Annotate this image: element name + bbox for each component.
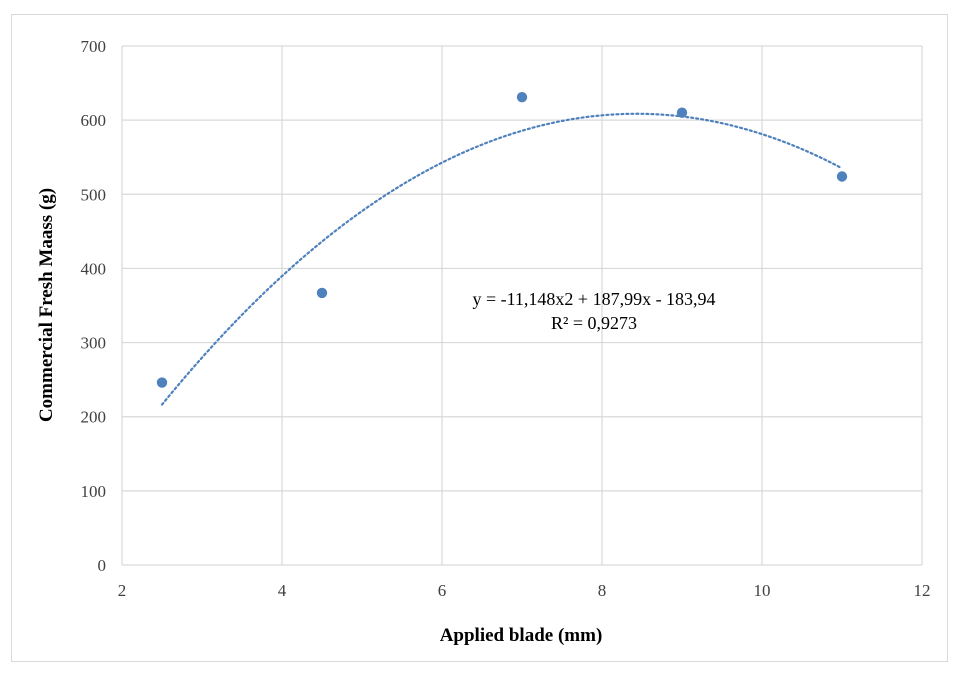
data-points — [156, 91, 848, 388]
x-axis-title: Applied blade (mm) — [440, 625, 603, 646]
x-tick-label-2: 6 — [438, 581, 447, 600]
data-point-2 — [516, 91, 528, 103]
y-tick-label-4: 400 — [81, 259, 107, 278]
y-tick-labels: 0 100 200 300 400 500 600 700 — [81, 37, 107, 575]
x-tick-label-5: 12 — [914, 581, 931, 600]
x-tick-label-3: 8 — [598, 581, 607, 600]
x-tick-label-4: 10 — [754, 581, 771, 600]
x-tick-label-0: 2 — [118, 581, 127, 600]
chart-frame — [11, 14, 948, 662]
y-tick-label-7: 700 — [81, 37, 107, 56]
x-tick-label-1: 4 — [278, 581, 287, 600]
y-tick-label-6: 600 — [81, 111, 107, 130]
trendline-r-squared: R² = 0,9273 — [551, 313, 637, 333]
y-tick-label-3: 300 — [81, 334, 107, 353]
trendline-equation: y = -11,148x2 + 187,99x - 183,94 — [472, 289, 715, 309]
gridlines — [121, 45, 923, 566]
y-tick-label-5: 500 — [81, 185, 107, 204]
polynomial-trendline — [160, 112, 844, 406]
y-axis-title: Commercial Fresh Maass (g) — [36, 188, 57, 422]
data-point-4 — [836, 171, 848, 182]
data-point-3 — [676, 107, 688, 118]
data-point-0 — [156, 377, 168, 388]
data-point-1 — [316, 287, 328, 299]
y-tick-label-2: 200 — [81, 408, 107, 427]
y-tick-label-1: 100 — [81, 482, 107, 501]
y-tick-label-0: 0 — [98, 556, 107, 575]
x-tick-labels: 2 4 6 8 10 12 — [118, 581, 931, 600]
